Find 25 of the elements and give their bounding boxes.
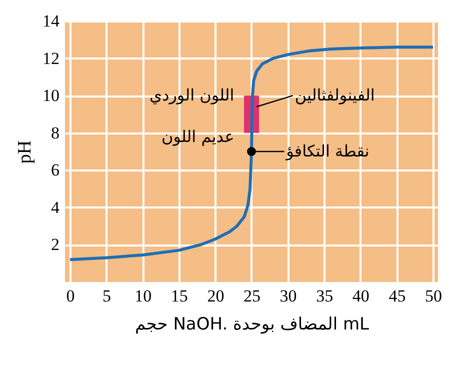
x-tick-label: 45 xyxy=(388,286,406,306)
y-tick-label: 12 xyxy=(42,48,60,68)
y-tick-label: 10 xyxy=(42,86,60,106)
y-tick-label: 2 xyxy=(51,235,60,254)
y-axis-title: pH xyxy=(14,140,36,164)
x-tick-label: 0 xyxy=(66,286,75,306)
annotation: اللون الوردي xyxy=(150,86,234,105)
y-tick-label: 8 xyxy=(51,123,60,142)
x-tick-label: 20 xyxy=(207,286,224,306)
x-tick-label: 30 xyxy=(280,286,297,306)
y-tick-label: 4 xyxy=(51,198,60,217)
annotation: نقطة التكافؤ xyxy=(285,142,370,160)
x-tick-label: 35 xyxy=(316,286,334,306)
x-tick-label: 40 xyxy=(352,286,370,306)
line-series xyxy=(68,46,434,262)
x-tick-label: 15 xyxy=(170,286,188,306)
annotation: الفينولفثالين xyxy=(294,86,375,105)
y-tick-label: 6 xyxy=(51,160,60,180)
y-tick-label: 14 xyxy=(42,12,60,30)
x-tick-label: 25 xyxy=(244,286,260,306)
x-tick-label: 10 xyxy=(134,286,152,306)
x-axis-title: حجم NaOH. المضاف بوحدة mL xyxy=(135,314,370,334)
x-tick-label: 50 xyxy=(425,286,442,306)
annotation: عديم اللون xyxy=(161,126,234,146)
x-tick-label: 5 xyxy=(102,286,112,306)
